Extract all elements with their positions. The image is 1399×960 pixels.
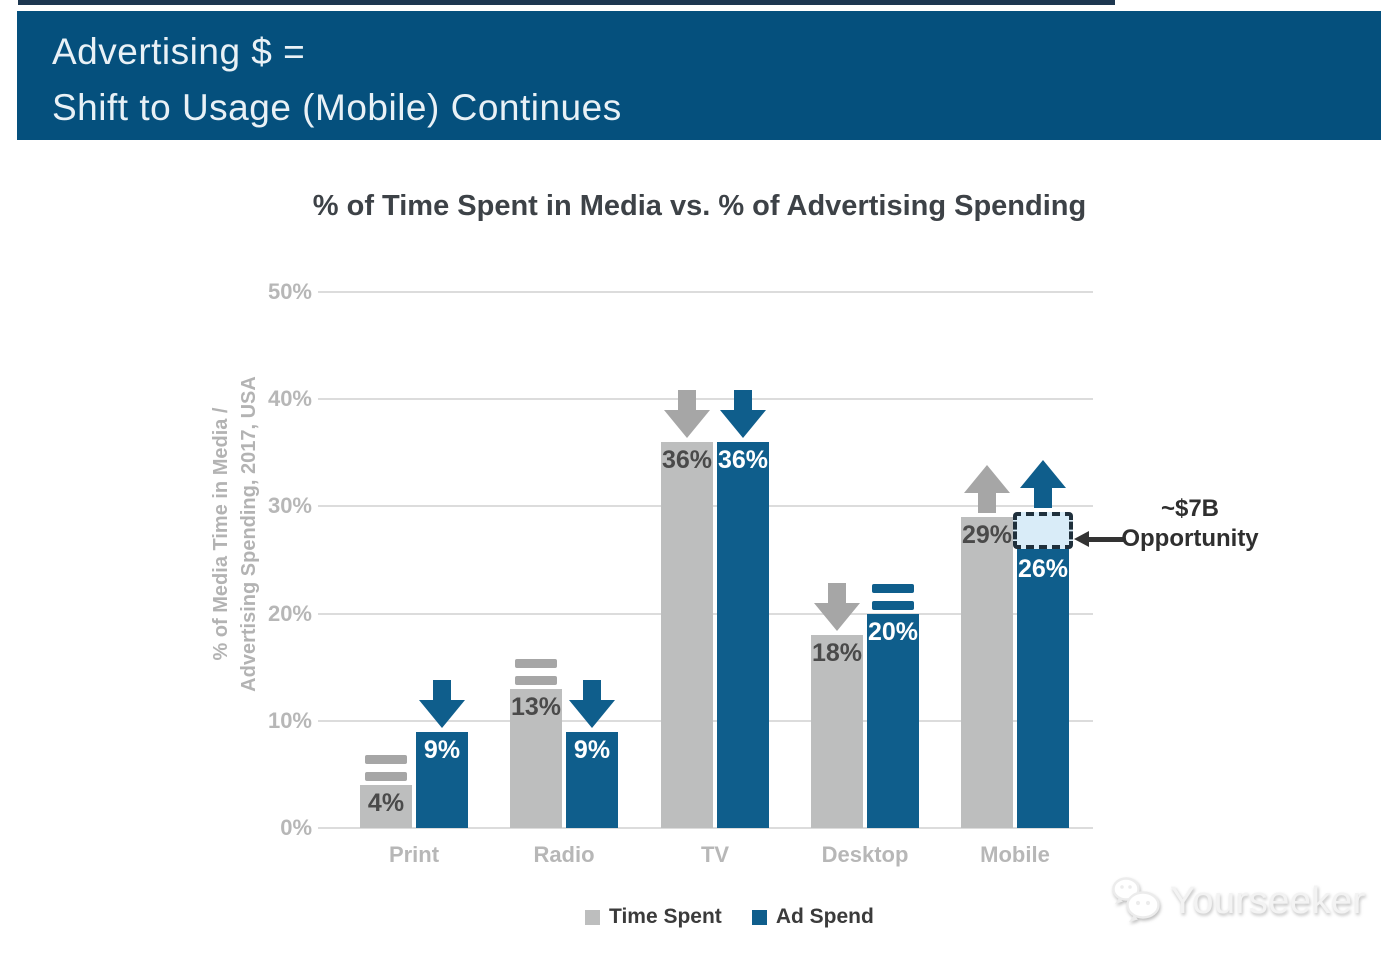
chart-title: % of Time Spent in Media vs. % of Advert… (312, 190, 1087, 222)
x-axis-label-print: Print (388, 842, 440, 867)
watermark: Yourseeker (1110, 874, 1366, 928)
bar-value-label: 29% (961, 521, 1013, 550)
legend: Time Spent Ad Spend (585, 905, 874, 929)
bar-radio-time-spent (510, 688, 562, 828)
left-arrowhead-icon (1074, 531, 1089, 547)
gridline-40% (318, 398, 1093, 401)
equals-bar (365, 772, 407, 782)
annotation-line2: Opportunity (1121, 525, 1259, 552)
left-arrow-icon (1074, 531, 1125, 547)
equals-bar (365, 755, 407, 765)
annotation-line1: ~$7B (1160, 495, 1220, 522)
x-axis-label-mobile: Mobile (980, 842, 1050, 867)
opportunity-annotation: ~$7B Opportunity (1074, 494, 1314, 564)
bar-tv-ad-spend (717, 442, 769, 828)
y-tick-label-50%: 50% (267, 279, 312, 304)
bar-value-label: 36% (717, 446, 769, 475)
legend-label-ad-spend: Ad Spend (775, 905, 874, 928)
down-arrow-icon (419, 679, 465, 728)
equals-icon (515, 658, 557, 685)
gridline-0% (318, 827, 1093, 829)
equals-bar (872, 583, 914, 593)
equals-icon (365, 755, 407, 782)
gridline-50% (318, 291, 1093, 293)
up-arrow-icon (1020, 459, 1066, 508)
x-axis-label-tv: TV (700, 842, 730, 867)
legend-item-time-spent: Time Spent (585, 905, 722, 929)
header-banner: Advertising $ = Shift to Usage (Mobile) … (17, 11, 1381, 140)
equals-bar (515, 675, 557, 685)
y-tick-label-20%: 20% (267, 600, 312, 626)
y-tick-label-10%: 10% (267, 707, 312, 733)
bar-value-label: 9% (423, 735, 461, 764)
down-arrow-icon (814, 583, 860, 632)
bar-tv-time-spent (661, 442, 713, 828)
up-arrow-icon (964, 465, 1010, 514)
down-arrow-icon (720, 390, 766, 439)
bar-radio-ad-spend (566, 731, 618, 828)
arrow-shaft (1089, 536, 1125, 542)
y-tick-label-30%: 30% (267, 493, 312, 519)
legend-item-ad-spend: Ad Spend (751, 905, 874, 929)
bar-value-label: 26% (1017, 555, 1069, 584)
time-spent-swatch-icon (585, 909, 600, 925)
bar-print-time-spent (360, 785, 412, 828)
legend-label-time-spent: Time Spent (609, 905, 722, 928)
equals-bar (515, 658, 557, 668)
down-arrow-icon (664, 390, 710, 439)
x-axis-label-radio: Radio (533, 842, 595, 867)
equals-icon (872, 583, 914, 610)
y-tick-label-0%: 0% (280, 815, 312, 840)
bar-desktop-time-spent (811, 635, 863, 828)
header-title-line2: Shift to Usage (Mobile) Continues (52, 87, 622, 128)
bar-print-ad-spend (416, 731, 468, 828)
x-axis-label-desktop: Desktop (821, 842, 909, 867)
y-tick-label-40%: 40% (267, 386, 312, 412)
top-edge-line (18, 0, 1115, 5)
bar-desktop-ad-spend (867, 613, 919, 828)
wechat-logo-icon (1112, 877, 1160, 922)
bar-mobile-time-spent (961, 517, 1013, 828)
bar-mobile-ad-spend (1017, 549, 1069, 828)
annotation-text: ~$7B Opportunity (1090, 494, 1290, 554)
equals-bar (872, 600, 914, 610)
bar-value-label: 20% (867, 617, 919, 646)
bar-value-label: 4% (367, 789, 405, 818)
down-arrow-icon (569, 679, 615, 728)
ad-spend-swatch-icon (751, 909, 767, 925)
header-title-line1: Advertising $ = (52, 31, 306, 72)
bar-value-label: 18% (811, 639, 863, 668)
bar-value-label: 13% (510, 692, 562, 721)
watermark-text: Yourseeker (1170, 879, 1366, 922)
bar-value-label: 9% (573, 735, 611, 764)
opportunity-box (1013, 511, 1073, 550)
bar-value-label: 36% (661, 446, 713, 475)
